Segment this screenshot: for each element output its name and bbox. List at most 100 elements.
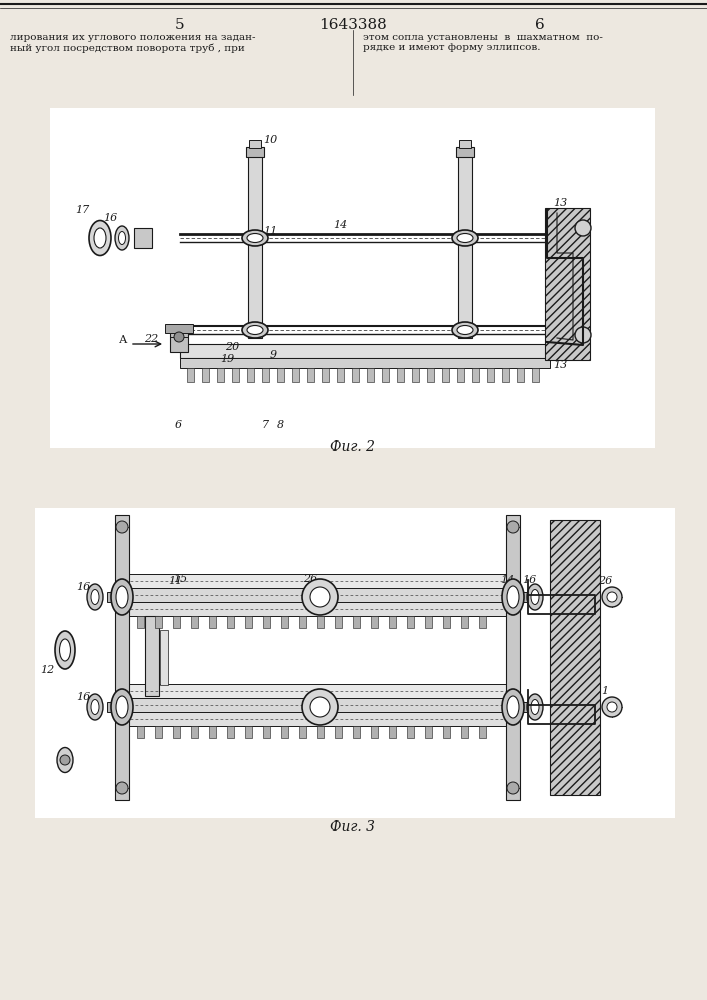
Bar	[479, 616, 486, 628]
Circle shape	[575, 220, 591, 236]
Bar	[191, 616, 198, 628]
Bar	[461, 616, 468, 628]
Ellipse shape	[507, 586, 519, 608]
Circle shape	[310, 587, 330, 607]
Bar	[107, 592, 115, 602]
Bar	[550, 520, 600, 795]
Bar	[317, 726, 324, 738]
Bar	[458, 155, 472, 338]
Bar	[506, 515, 520, 800]
Bar	[262, 368, 269, 382]
Ellipse shape	[457, 233, 473, 242]
Bar	[247, 368, 254, 382]
Bar	[317, 616, 324, 628]
Bar	[249, 140, 261, 148]
Ellipse shape	[57, 748, 73, 772]
Ellipse shape	[531, 700, 539, 714]
Circle shape	[302, 579, 338, 615]
Ellipse shape	[91, 700, 99, 714]
Bar	[125, 602, 510, 616]
Ellipse shape	[247, 326, 263, 334]
Text: 14: 14	[500, 575, 514, 585]
Ellipse shape	[115, 226, 129, 250]
Bar	[502, 368, 509, 382]
Bar	[442, 368, 449, 382]
Text: 15: 15	[173, 574, 187, 584]
Bar	[479, 726, 486, 738]
Bar	[459, 140, 471, 148]
Bar	[187, 368, 194, 382]
Ellipse shape	[531, 589, 539, 604]
Bar	[277, 368, 284, 382]
Bar	[545, 208, 590, 360]
Bar	[125, 698, 510, 712]
Ellipse shape	[242, 322, 268, 338]
Text: 11: 11	[263, 226, 277, 236]
Circle shape	[302, 689, 338, 725]
Text: 10: 10	[263, 135, 277, 145]
Bar	[145, 616, 159, 696]
Bar	[407, 726, 414, 738]
Text: 5: 5	[175, 18, 185, 32]
Text: 16: 16	[76, 582, 90, 592]
Ellipse shape	[507, 696, 519, 718]
Bar	[337, 368, 344, 382]
Ellipse shape	[116, 696, 128, 718]
Bar	[425, 726, 432, 738]
Ellipse shape	[527, 584, 543, 610]
Circle shape	[174, 332, 184, 342]
Ellipse shape	[94, 228, 106, 248]
Bar	[457, 368, 464, 382]
Bar	[263, 726, 270, 738]
Text: 19: 19	[220, 354, 234, 364]
Bar	[382, 368, 389, 382]
Bar	[425, 616, 432, 628]
Text: 1643388: 1643388	[319, 18, 387, 32]
Text: 13: 13	[553, 198, 567, 208]
Text: 26: 26	[303, 574, 317, 584]
Bar	[107, 702, 115, 712]
Bar	[389, 726, 396, 738]
Bar	[137, 616, 144, 628]
Ellipse shape	[502, 689, 524, 725]
Circle shape	[116, 782, 128, 794]
Text: этом сопла установлены  в  шахматном  по-
рядке и имеют форму эллипсов.: этом сопла установлены в шахматном по- р…	[363, 33, 603, 52]
Ellipse shape	[111, 689, 133, 725]
Bar	[371, 726, 378, 738]
Ellipse shape	[452, 322, 478, 338]
Bar	[227, 616, 234, 628]
Bar	[209, 616, 216, 628]
Text: 6: 6	[175, 420, 182, 430]
Bar	[353, 726, 360, 738]
Bar	[248, 155, 262, 338]
Bar	[407, 616, 414, 628]
Bar	[180, 344, 550, 358]
Ellipse shape	[527, 694, 543, 720]
Bar	[227, 726, 234, 738]
Bar	[155, 616, 162, 628]
Circle shape	[60, 755, 70, 765]
Text: 8: 8	[276, 420, 284, 430]
Bar	[352, 368, 359, 382]
Circle shape	[602, 697, 622, 717]
Bar	[461, 726, 468, 738]
Bar	[427, 368, 434, 382]
Bar	[443, 616, 450, 628]
Text: 17: 17	[75, 205, 89, 215]
Ellipse shape	[242, 230, 268, 246]
Ellipse shape	[457, 326, 473, 334]
Bar	[263, 616, 270, 628]
Bar	[371, 616, 378, 628]
Bar	[165, 324, 193, 333]
Bar	[412, 368, 419, 382]
Bar	[389, 616, 396, 628]
Bar	[209, 726, 216, 738]
Text: 1: 1	[602, 686, 609, 696]
Bar	[367, 368, 374, 382]
Bar	[191, 726, 198, 738]
Circle shape	[575, 327, 591, 343]
Bar	[217, 368, 224, 382]
Text: 12: 12	[40, 665, 54, 675]
Text: Фиг. 2: Фиг. 2	[330, 440, 375, 454]
Bar	[456, 147, 474, 157]
